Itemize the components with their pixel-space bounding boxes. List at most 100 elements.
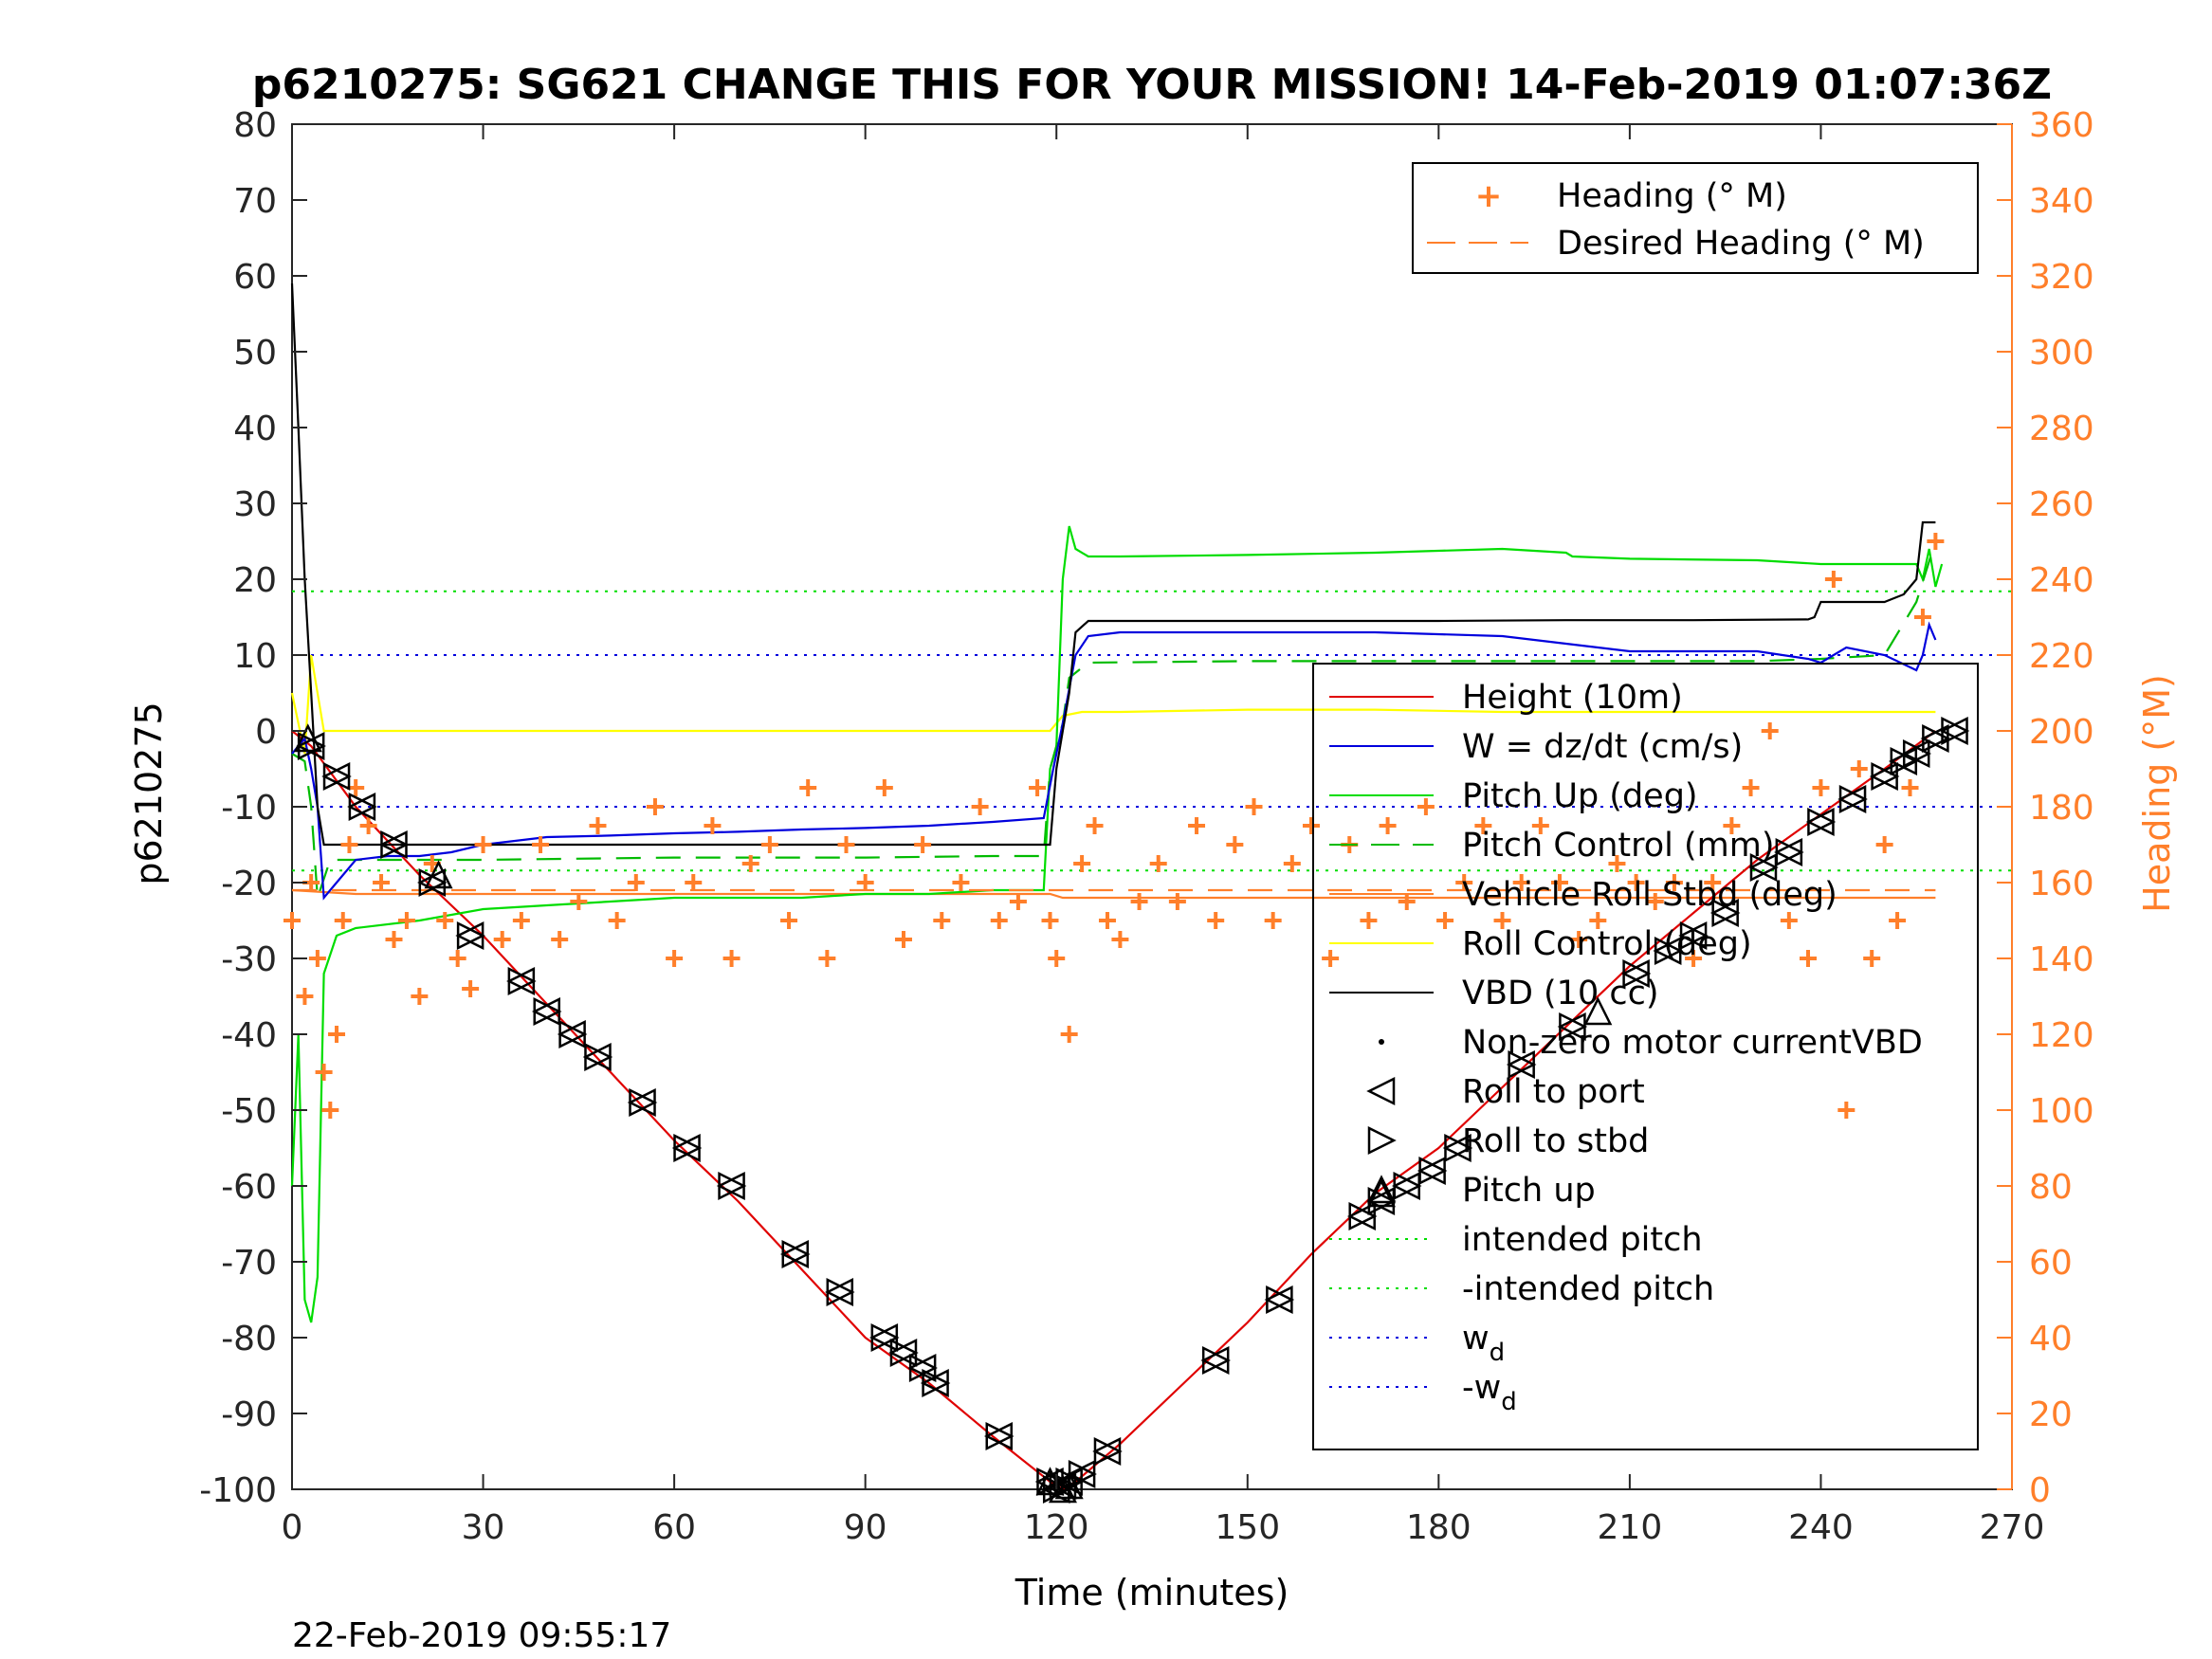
roll-markers bbox=[293, 716, 1970, 1504]
heading-point bbox=[1570, 931, 1588, 948]
legend-main-box bbox=[1312, 663, 1979, 1450]
legend-label-pitch-up-deg: Pitch Up (deg) bbox=[1462, 777, 1698, 815]
roll-to-stbd-marker bbox=[348, 792, 377, 822]
heading-point bbox=[856, 874, 874, 891]
legend-label-pitch-control: Pitch Control (mm) bbox=[1462, 827, 1774, 865]
pitch-up-marker bbox=[1583, 996, 1613, 1026]
heading-point bbox=[1723, 817, 1741, 834]
y-tick-label: -10 bbox=[221, 789, 277, 828]
heading-point bbox=[894, 931, 912, 948]
heading-point bbox=[397, 912, 415, 929]
legend-heading-box bbox=[1412, 162, 1979, 274]
series-line bbox=[291, 888, 1936, 900]
heading-point bbox=[741, 855, 759, 872]
heading-point bbox=[1226, 836, 1244, 853]
roll-to-port-marker bbox=[455, 921, 484, 951]
legend-label-w: W = dz/dt (cm/s) bbox=[1462, 728, 1743, 766]
y2-tick-label: 20 bbox=[2029, 1395, 2073, 1434]
heading-point bbox=[315, 1064, 333, 1081]
heading-point bbox=[837, 836, 855, 853]
heading-point bbox=[1901, 779, 1919, 796]
roll-to-stbd-marker bbox=[1508, 1049, 1537, 1080]
legend-label-wd: wd bbox=[1462, 1320, 1505, 1367]
heading-point bbox=[436, 912, 454, 929]
heading-point bbox=[1704, 874, 1722, 891]
roll-to-stbd-marker bbox=[1418, 1156, 1448, 1186]
y-tick-label: -40 bbox=[221, 1016, 277, 1055]
heading-point bbox=[532, 836, 550, 853]
y-tick-label: 10 bbox=[233, 637, 277, 676]
roll-to-stbd-marker bbox=[584, 1042, 613, 1072]
legend-label-roll-to-port: Roll to port bbox=[1462, 1073, 1645, 1111]
y-axis-left: 80 70 60 50 40 30 20 10 0 -10 -20 -30 -40 -50 -60 -70 -8… bbox=[199, 106, 307, 1510]
heading-point bbox=[328, 1026, 346, 1043]
heading-point bbox=[666, 950, 684, 967]
heading-point bbox=[875, 779, 893, 796]
y2-tick-label: 180 bbox=[2029, 789, 2094, 828]
y2-tick-label: 100 bbox=[2029, 1092, 2094, 1131]
series-line bbox=[290, 525, 1944, 1323]
series-line bbox=[290, 283, 1936, 847]
heading-point bbox=[1665, 874, 1683, 891]
legend-label-vehicle-roll: Vehicle Roll Stbd (deg) bbox=[1462, 876, 1837, 914]
heading-point bbox=[448, 950, 466, 967]
heading-point bbox=[780, 912, 798, 929]
heading-point bbox=[1889, 912, 1907, 929]
heading-point bbox=[1850, 760, 1868, 777]
heading-point bbox=[1685, 950, 1703, 967]
legend-swatch-port bbox=[1366, 1076, 1396, 1106]
x-tick-label: 270 bbox=[1980, 1508, 2045, 1547]
heading-point bbox=[1493, 912, 1511, 929]
legend-main: Height (10m) W = dz/dt (cm/s) Pitch Up (… bbox=[1312, 663, 1979, 1450]
y2-tick-label: 140 bbox=[2029, 940, 2094, 979]
heading-point bbox=[971, 798, 989, 815]
x-tick-label: 0 bbox=[282, 1508, 303, 1547]
roll-to-stbd-marker bbox=[718, 1171, 747, 1201]
roll-to-stbd-marker bbox=[1201, 1345, 1231, 1376]
heading-point bbox=[589, 817, 607, 834]
heading-point bbox=[1800, 950, 1818, 967]
legend-label-roll-to-stbd: Roll to stbd bbox=[1462, 1122, 1649, 1160]
heading-point bbox=[1245, 798, 1263, 815]
heading-point bbox=[1207, 912, 1225, 929]
heading-point bbox=[1048, 950, 1066, 967]
x-tick-label: 210 bbox=[1598, 1508, 1663, 1547]
y-tick-label: 70 bbox=[233, 182, 277, 221]
roll-to-stbd-marker bbox=[870, 1322, 900, 1353]
series-line bbox=[291, 540, 1937, 899]
heading-point bbox=[1029, 779, 1047, 796]
heading-point bbox=[1780, 912, 1798, 929]
y-tick-label: -80 bbox=[221, 1320, 277, 1358]
heading-point bbox=[474, 836, 492, 853]
heading-point bbox=[646, 798, 664, 815]
legend-swatch-pitch-up bbox=[1366, 1175, 1397, 1204]
heading-point bbox=[952, 874, 970, 891]
roll-to-stbd-marker bbox=[1711, 898, 1741, 928]
y2-tick-label: 60 bbox=[2029, 1244, 2073, 1283]
y-tick-label: 80 bbox=[233, 106, 277, 145]
roll-to-stbd-marker bbox=[1266, 1285, 1295, 1315]
heading-point bbox=[627, 874, 645, 891]
legend-label-neg-wd: -wd bbox=[1462, 1369, 1517, 1416]
roll-to-stbd-marker bbox=[1348, 1201, 1378, 1231]
y2-tick-label: 40 bbox=[2029, 1320, 2073, 1358]
y2-tick-label: 200 bbox=[2029, 713, 2094, 752]
y2-tick-label: 320 bbox=[2029, 258, 2094, 297]
legend-main-swatches bbox=[1329, 696, 1434, 1388]
series-line bbox=[291, 621, 1937, 901]
roll-to-stbd-marker bbox=[1622, 958, 1652, 989]
heading-point bbox=[608, 912, 626, 929]
heading-point bbox=[493, 931, 511, 948]
y2-axis-label: Heading (°M) bbox=[2136, 674, 2178, 913]
legend-label-neg-intended-pitch: -intended pitch bbox=[1462, 1270, 1714, 1308]
heading-point bbox=[1589, 912, 1607, 929]
heading-point bbox=[1455, 874, 1473, 891]
heading-point bbox=[340, 836, 358, 853]
y2-tick-label: 120 bbox=[2029, 1016, 2094, 1055]
heading-point bbox=[914, 836, 932, 853]
y2-tick-label: 340 bbox=[2029, 182, 2094, 221]
legend-heading-marker: + bbox=[1475, 177, 1503, 215]
heading-point bbox=[1812, 779, 1830, 796]
roll-to-stbd-marker bbox=[456, 921, 485, 951]
roll-to-port-marker bbox=[1092, 1436, 1122, 1467]
